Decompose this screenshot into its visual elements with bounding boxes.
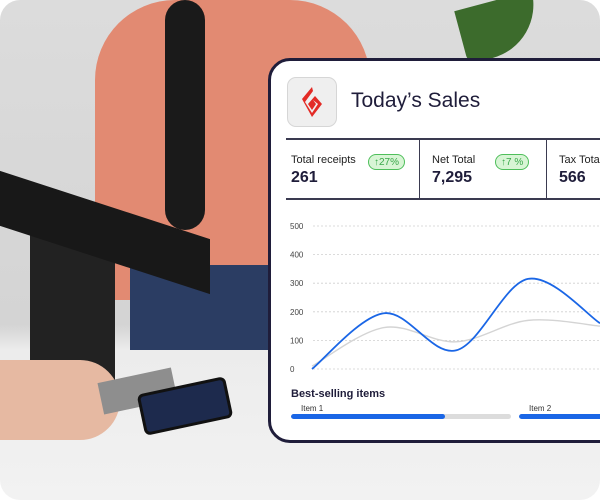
sales-line-chart: 500 400 300 200 100 0 bbox=[290, 222, 600, 374]
photo-hand bbox=[0, 360, 120, 440]
change-badge: ↑27% bbox=[368, 154, 406, 170]
item-progress-bar bbox=[519, 414, 600, 419]
photo-hair bbox=[165, 0, 205, 230]
item-progress-bar bbox=[291, 414, 511, 419]
y-tick-label: 0 bbox=[290, 365, 295, 374]
photo-plant bbox=[454, 0, 546, 65]
progress-fill bbox=[519, 414, 600, 419]
sales-card: Today’s Sales Total receipts 261 ↑27% Ne… bbox=[268, 58, 600, 443]
y-tick-label: 300 bbox=[290, 279, 304, 288]
stat-label: Net Total bbox=[432, 154, 476, 166]
brand-logo bbox=[287, 77, 337, 127]
card-title: Today’s Sales bbox=[351, 89, 481, 112]
stat-net-total: Net Total 7,295 ↑7 % bbox=[419, 140, 546, 198]
series-line bbox=[311, 319, 600, 367]
y-tick-label: 200 bbox=[290, 308, 304, 317]
stat-total-receipts: Total receipts 261 ↑27% bbox=[286, 140, 419, 198]
stat-value: 566 bbox=[559, 169, 586, 186]
y-tick-label: 500 bbox=[290, 222, 304, 231]
stat-label: Total receipts bbox=[291, 154, 356, 166]
stat-value: 7,295 bbox=[432, 169, 473, 186]
stat-label: Tax Total bbox=[559, 154, 600, 166]
stat-tax-total: Tax Total 566 bbox=[546, 140, 600, 198]
best-selling-title: Best-selling items bbox=[291, 388, 386, 400]
y-tick-label: 100 bbox=[290, 336, 304, 345]
progress-fill bbox=[291, 414, 445, 419]
item-label: Item 1 bbox=[301, 404, 324, 413]
y-tick-label: 400 bbox=[290, 251, 304, 260]
series-line bbox=[311, 277, 600, 370]
stat-value: 261 bbox=[291, 169, 318, 186]
item-label: Item 2 bbox=[529, 404, 552, 413]
stats-row: Total receipts 261 ↑27% Net Total 7,295 … bbox=[286, 138, 600, 200]
change-badge: ↑7 % bbox=[495, 154, 530, 170]
flame-logo-icon bbox=[302, 87, 322, 117]
